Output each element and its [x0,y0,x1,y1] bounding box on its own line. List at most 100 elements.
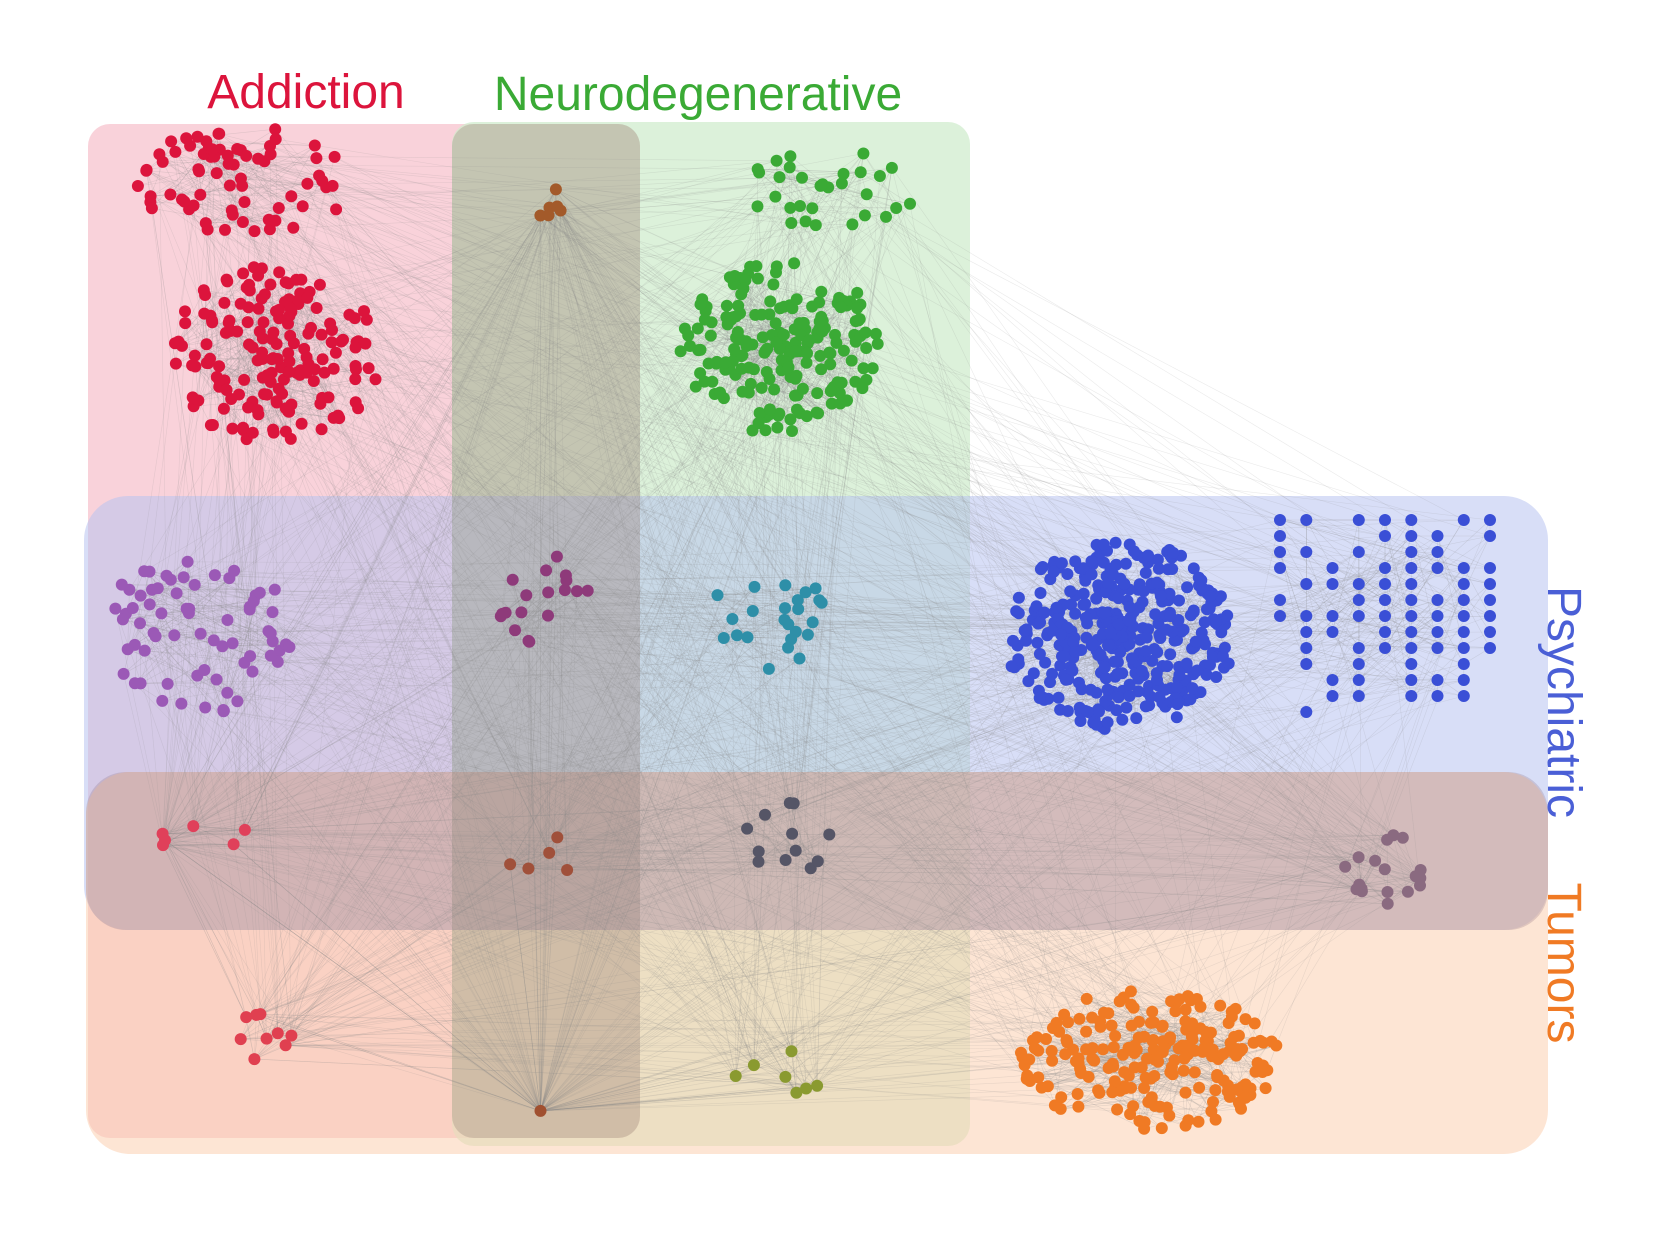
network-edge [240,1038,1170,1116]
network-edge [540,215,755,588]
network-edge [698,349,1053,631]
network-edge [162,207,791,846]
network-node [1094,1020,1107,1033]
network-edge [556,206,759,852]
network-edge [355,347,550,854]
network-edge [1358,551,1438,585]
network-node [1217,1048,1230,1061]
network-edge [198,313,205,401]
network-edge [162,411,290,846]
network-edge [254,1014,261,1060]
network-edge [144,650,245,663]
network-edge [244,215,541,831]
network-node [809,582,822,595]
network-node [890,202,903,214]
network-edge [514,610,753,631]
network-edge [791,388,863,834]
network-edge [144,633,201,651]
network-edge [1463,567,1491,617]
network-edge [1240,663,1360,1109]
network-edge [1134,535,1491,1068]
network-edge [233,215,549,845]
network-edge [214,156,271,230]
network-node [260,1032,273,1045]
network-edge [277,306,707,1034]
network-edge [805,592,809,635]
network-edge [1411,551,1464,569]
network-edge [560,210,718,596]
network-edge [140,679,217,684]
network-node [1054,659,1067,672]
network-node [1352,594,1365,606]
network-edge [791,833,1042,1088]
network-node [169,145,182,158]
network-edge [1384,519,1491,569]
network-node [1102,1007,1115,1020]
network-edge [540,215,1346,868]
network-edge [540,580,567,1111]
network-edge [540,1064,754,1112]
network-edge [194,584,789,648]
network-edge [735,1051,792,1077]
network-edge [256,1014,541,1112]
network-edge [1344,519,1491,867]
network-edge [164,839,541,1112]
network-edge [228,224,853,323]
network-node [1099,586,1112,599]
network-edge [779,263,795,309]
network-node [241,316,254,329]
network-edge [162,833,541,1112]
network-edge [198,170,541,216]
network-node [522,634,535,647]
network-edge [224,229,1143,1068]
network-node [169,337,181,350]
network-node [1059,1048,1072,1061]
network-edge [805,695,1438,1089]
network-node [138,565,151,578]
network-edge [564,589,759,862]
network-edge [167,223,207,684]
network-node [179,317,192,330]
network-edge [214,574,254,602]
network-edge [139,623,168,685]
network-edge [151,589,1346,868]
network-edge [274,129,786,1078]
network-edge [735,354,1281,521]
network-edge [587,590,1196,1052]
psychiatric-label: Psychiatric [1537,586,1590,818]
network-edge [791,391,832,1052]
network-edge [815,588,1409,893]
network-edge [149,577,230,605]
network-node [1151,553,1164,566]
network-edge [213,640,1385,870]
network-node [1405,562,1418,574]
network-node [243,338,255,351]
network-edge [289,361,567,581]
network-edge [817,615,1491,862]
network-edge [162,833,1394,836]
network-node [813,315,826,328]
network-edge [1411,551,1438,601]
network-edge [1306,535,1412,649]
network-edge [256,556,558,1016]
network-edge [249,206,558,657]
network-edge [249,231,255,657]
network-edge [735,856,1359,1077]
network-edge [564,589,1183,1046]
network-edge [540,1064,754,1112]
network-edge [240,149,786,861]
network-node [1142,549,1155,562]
network-edge [510,864,1388,905]
network-edge [784,207,897,620]
network-node [1111,1103,1124,1116]
network-edge [528,868,568,871]
network-edge [1332,567,1464,617]
network-node [1204,658,1216,671]
network-edge [314,145,550,853]
network-edge [288,411,529,869]
network-edge [155,615,549,637]
network-edge [274,129,1094,1061]
network-edge [712,381,798,396]
network-node [1326,690,1339,702]
network-edge [1024,711,1089,1066]
